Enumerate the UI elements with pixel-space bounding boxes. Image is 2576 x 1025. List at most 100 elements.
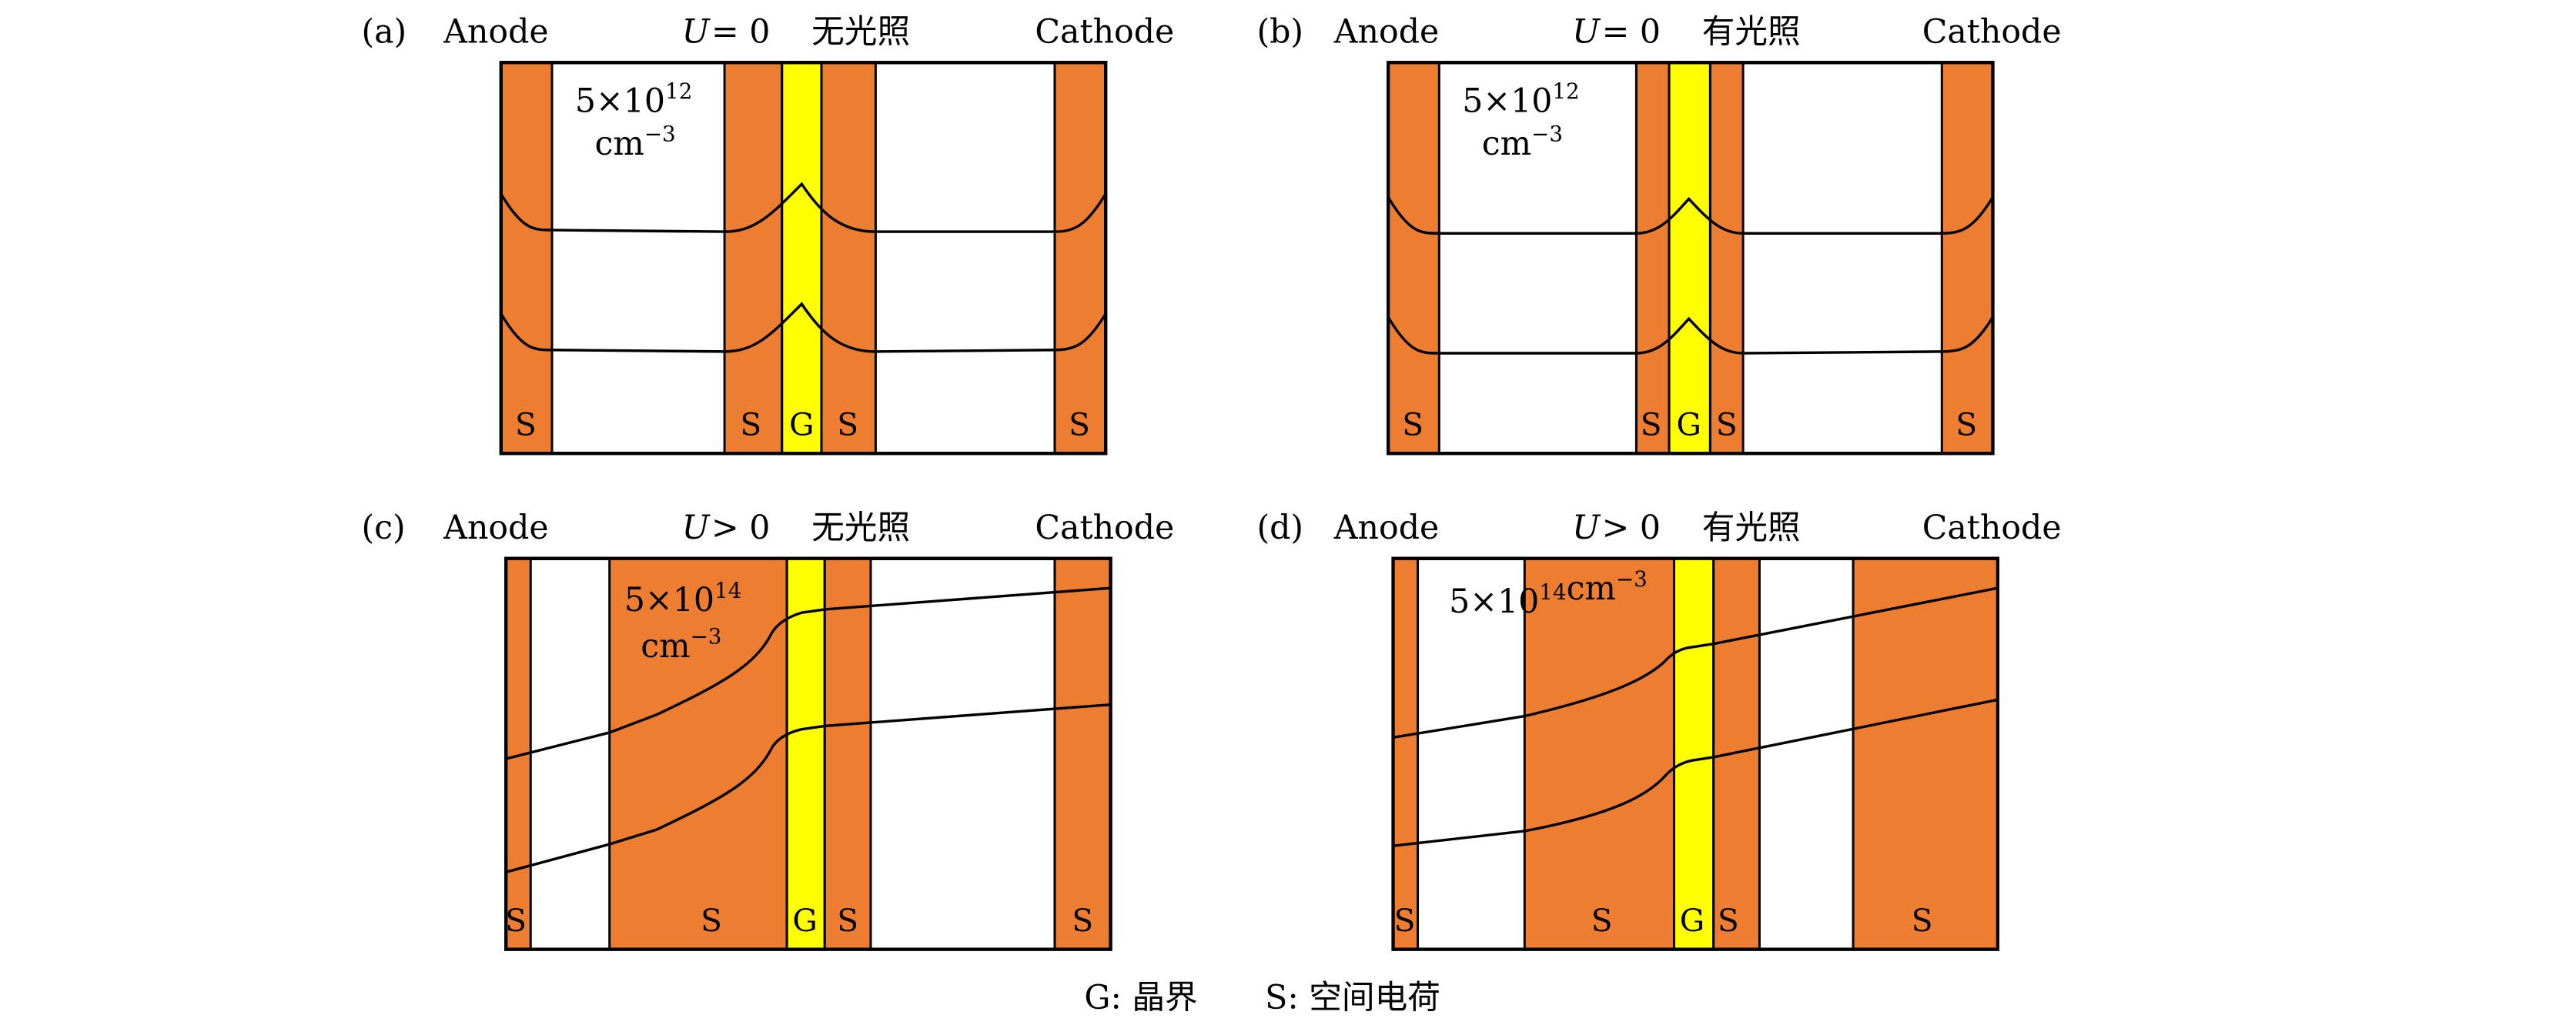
density-exponent: 12 — [1552, 78, 1579, 104]
panel-border — [1391, 556, 1999, 951]
space-charge-label: S — [837, 902, 858, 939]
space-charge-region — [1387, 61, 1440, 455]
space-charge-region — [500, 61, 554, 455]
space-charge-region — [823, 557, 872, 951]
grain-boundary-label: G — [1680, 902, 1705, 939]
space-charge-label: S — [740, 406, 761, 443]
space-charge-region — [1708, 61, 1745, 455]
density-unit: cm — [1567, 569, 1616, 608]
voltage-symbol: U — [1572, 509, 1601, 547]
density-exponent: 12 — [665, 78, 692, 104]
valence-band-curve — [500, 302, 1107, 353]
unit-exponent: −3 — [644, 122, 676, 147]
valence-band-curve — [505, 703, 1111, 873]
density-unit-label: cm−3 — [1482, 122, 1563, 163]
space-charge-region — [820, 61, 877, 455]
space-charge-region — [1634, 61, 1671, 455]
density-exponent: 14 — [714, 578, 741, 603]
density-label: 5×1012 — [575, 78, 692, 120]
panel-tag: (b) — [1256, 13, 1303, 52]
grain-boundary-region — [1672, 557, 1715, 951]
unit-exponent: −3 — [1531, 122, 1563, 147]
space-charge-label: S — [1072, 902, 1093, 939]
illumination-label: 无光照 — [811, 509, 910, 547]
density-base: 5×10 — [1462, 82, 1552, 120]
cathode-label: Cathode — [1035, 509, 1174, 547]
voltage-condition: > 0 — [1602, 509, 1661, 547]
panel-border — [1387, 61, 1995, 456]
legend-grain-boundary: G: 晶界 — [1084, 978, 1197, 1017]
anode-label: Anode — [443, 13, 549, 52]
density-unit: cm — [641, 627, 690, 666]
conduction-band-curve — [500, 182, 1107, 233]
space-charge-region — [1053, 557, 1112, 951]
illumination-label: 有光照 — [1702, 13, 1801, 52]
density-base: 5×10 — [575, 82, 665, 120]
space-charge-region — [1940, 61, 1994, 455]
density-label: 5×1014cm−3 — [1449, 566, 1648, 621]
conduction-band-curve — [1393, 586, 1999, 740]
illumination-label: 无光照 — [811, 13, 910, 52]
space-charge-region — [723, 61, 784, 455]
space-charge-label: S — [515, 406, 537, 443]
cathode-label: Cathode — [1922, 509, 2062, 547]
anode-label: Anode — [1333, 509, 1440, 547]
space-charge-label: S — [1716, 406, 1738, 443]
panel-tag: (a) — [361, 13, 406, 52]
anode-label: Anode — [1333, 13, 1440, 52]
panel-border — [504, 556, 1112, 951]
grain-boundary-label: G — [789, 406, 814, 443]
legend-space-charge: S: 空间电荷 — [1265, 978, 1440, 1017]
illumination-label: 有光照 — [1702, 509, 1801, 547]
density-unit-label: cm−3 — [594, 122, 675, 163]
space-charge-label: S — [1069, 406, 1090, 443]
space-charge-region — [1053, 61, 1107, 455]
panel-border — [499, 61, 1108, 456]
space-charge-label: S — [1912, 902, 1933, 939]
voltage-symbol: U — [682, 509, 711, 547]
density-base: 5×10 — [1449, 583, 1539, 621]
grain-boundary-region — [1668, 61, 1711, 455]
space-charge-label: S — [1641, 406, 1662, 443]
panel-tag: (d) — [1256, 509, 1303, 547]
conduction-band-curve — [505, 586, 1111, 760]
density-label: 5×1012 — [1462, 78, 1579, 120]
density-base: 5×10 — [624, 581, 714, 619]
grain-boundary-label: G — [792, 902, 817, 939]
space-charge-label: S — [505, 902, 527, 939]
density-unit: cm — [1482, 125, 1531, 163]
cathode-label: Cathode — [1035, 13, 1174, 52]
unit-exponent: −3 — [1616, 566, 1648, 592]
voltage-condition: > 0 — [711, 509, 770, 547]
density-label: 5×1014 — [624, 578, 741, 619]
space-charge-label: S — [701, 902, 722, 939]
space-charge-region — [1523, 557, 1675, 951]
voltage-condition: = 0 — [711, 13, 770, 52]
space-charge-region — [1392, 557, 1420, 951]
voltage-condition: = 0 — [1602, 13, 1661, 52]
grain-boundary-label: G — [1676, 406, 1701, 443]
space-charge-label: S — [1955, 406, 1977, 443]
cathode-label: Cathode — [1922, 13, 2062, 52]
space-charge-label: S — [1402, 406, 1423, 443]
space-charge-region — [608, 557, 788, 951]
density-unit: cm — [594, 125, 644, 163]
space-charge-label: S — [1591, 902, 1613, 939]
space-charge-label: S — [1718, 902, 1739, 939]
valence-band-curve — [1393, 698, 1999, 847]
space-charge-region — [1852, 557, 1999, 951]
panel-tag: (c) — [361, 509, 405, 547]
density-unit-label: cm−3 — [641, 624, 721, 666]
voltage-symbol: U — [1572, 13, 1601, 52]
space-charge-label: S — [837, 406, 858, 443]
unit-exponent: −3 — [691, 624, 722, 649]
anode-label: Anode — [443, 509, 549, 547]
conduction-band-curve — [1387, 196, 1994, 235]
grain-boundary-region — [781, 61, 823, 455]
space-charge-label: S — [1394, 902, 1416, 939]
